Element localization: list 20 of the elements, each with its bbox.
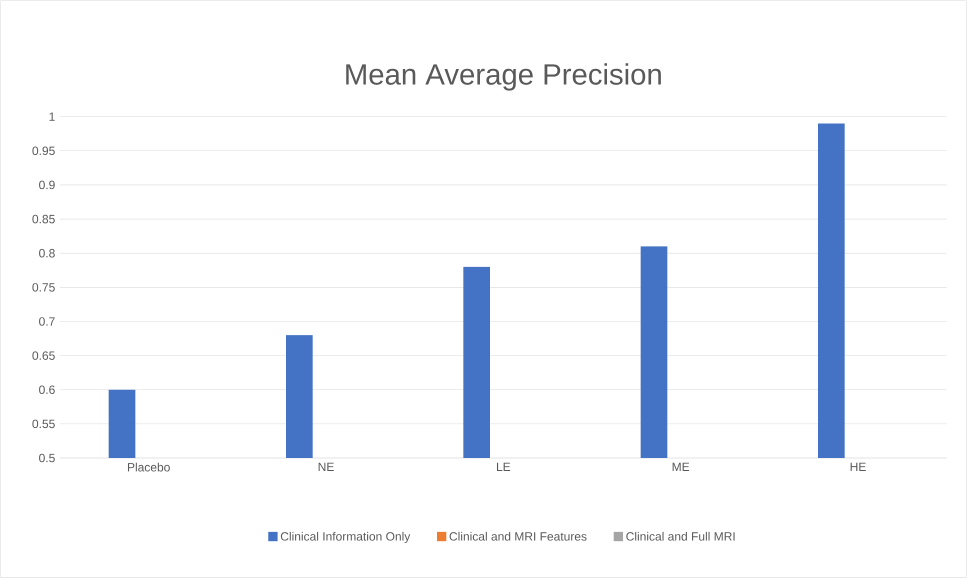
y-tick-label: 0.8	[39, 248, 55, 258]
y-tick-label: 0.75	[32, 283, 55, 292]
y-tick-label: 0.55	[32, 420, 55, 428]
y-tick-label: 0.9	[39, 180, 55, 190]
x-tick-label: ME	[672, 462, 690, 471]
y-tick-label: 0.65	[32, 351, 55, 360]
x-tick-label: NE	[318, 462, 334, 471]
y-tick-label: 1	[50, 112, 55, 121]
y-tick-label: 0.7	[39, 317, 55, 326]
legend-label: Clinical and MRI Features	[450, 532, 587, 541]
y-tick-label: 0.95	[32, 146, 55, 156]
y-tick-label: 0.85	[32, 214, 55, 224]
x-tick-label: Placebo	[128, 462, 170, 472]
x-tick-label: HE	[850, 462, 866, 471]
legend-label: Clinical Information Only	[280, 532, 410, 544]
y-tick-label: 0.5	[39, 454, 55, 462]
chart-title: Mean Average Precision	[346, 63, 661, 91]
legend-label: Clinical and Full MRI	[626, 532, 735, 541]
x-tick-label: LE	[496, 462, 510, 471]
y-tick-label: 0.6	[39, 385, 55, 394]
